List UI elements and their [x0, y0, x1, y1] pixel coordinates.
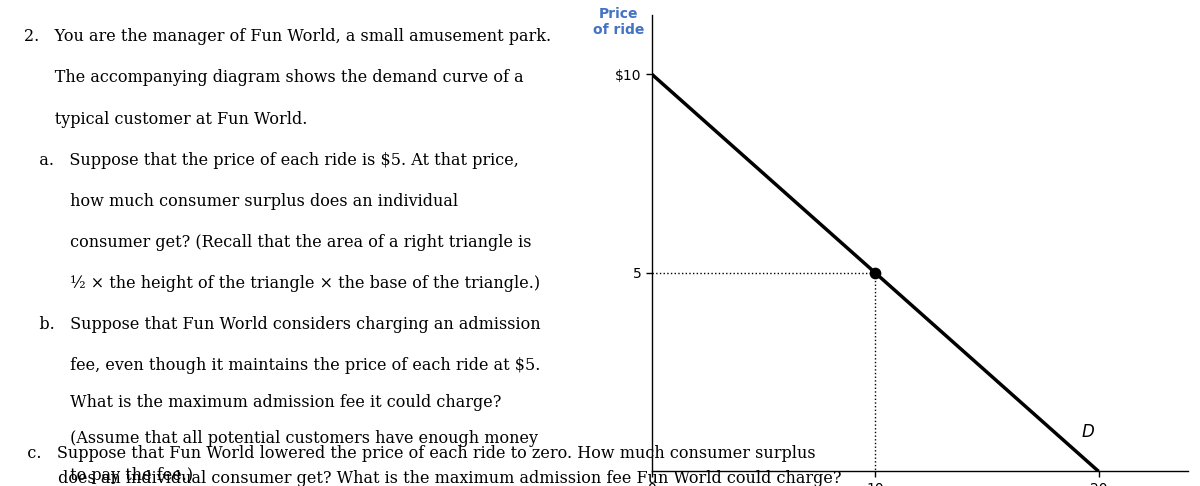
- Text: to pay the fee.): to pay the fee.): [24, 467, 193, 484]
- Text: D: D: [1081, 423, 1094, 441]
- Text: consumer get? (Recall that the area of a right triangle is: consumer get? (Recall that the area of a…: [24, 234, 532, 251]
- Text: a.   Suppose that the price of each ride is $5. At that price,: a. Suppose that the price of each ride i…: [24, 152, 520, 169]
- Point: [865, 269, 884, 277]
- Text: fee, even though it maintains the price of each ride at $5.: fee, even though it maintains the price …: [24, 357, 541, 374]
- Text: does an individual consumer get? What is the maximum admission fee Fun World cou: does an individual consumer get? What is…: [12, 470, 841, 486]
- Text: how much consumer surplus does an individual: how much consumer surplus does an indivi…: [24, 193, 458, 210]
- Text: typical customer at Fun World.: typical customer at Fun World.: [24, 110, 307, 127]
- Text: What is the maximum admission fee it could charge?: What is the maximum admission fee it cou…: [24, 394, 502, 411]
- Text: b.   Suppose that Fun World considers charging an admission: b. Suppose that Fun World considers char…: [24, 316, 541, 333]
- Text: c.   Suppose that Fun World lowered the price of each ride to zero. How much con: c. Suppose that Fun World lowered the pr…: [12, 445, 816, 462]
- Text: ½ × the height of the triangle × the base of the triangle.): ½ × the height of the triangle × the bas…: [24, 275, 540, 292]
- Text: 2.   You are the manager of Fun World, a small amusement park.: 2. You are the manager of Fun World, a s…: [24, 28, 552, 45]
- Text: (Assume that all potential customers have enough money: (Assume that all potential customers hav…: [24, 430, 539, 447]
- Text: The accompanying diagram shows the demand curve of a: The accompanying diagram shows the deman…: [24, 69, 524, 87]
- Text: Price
of ride: Price of ride: [593, 7, 644, 37]
